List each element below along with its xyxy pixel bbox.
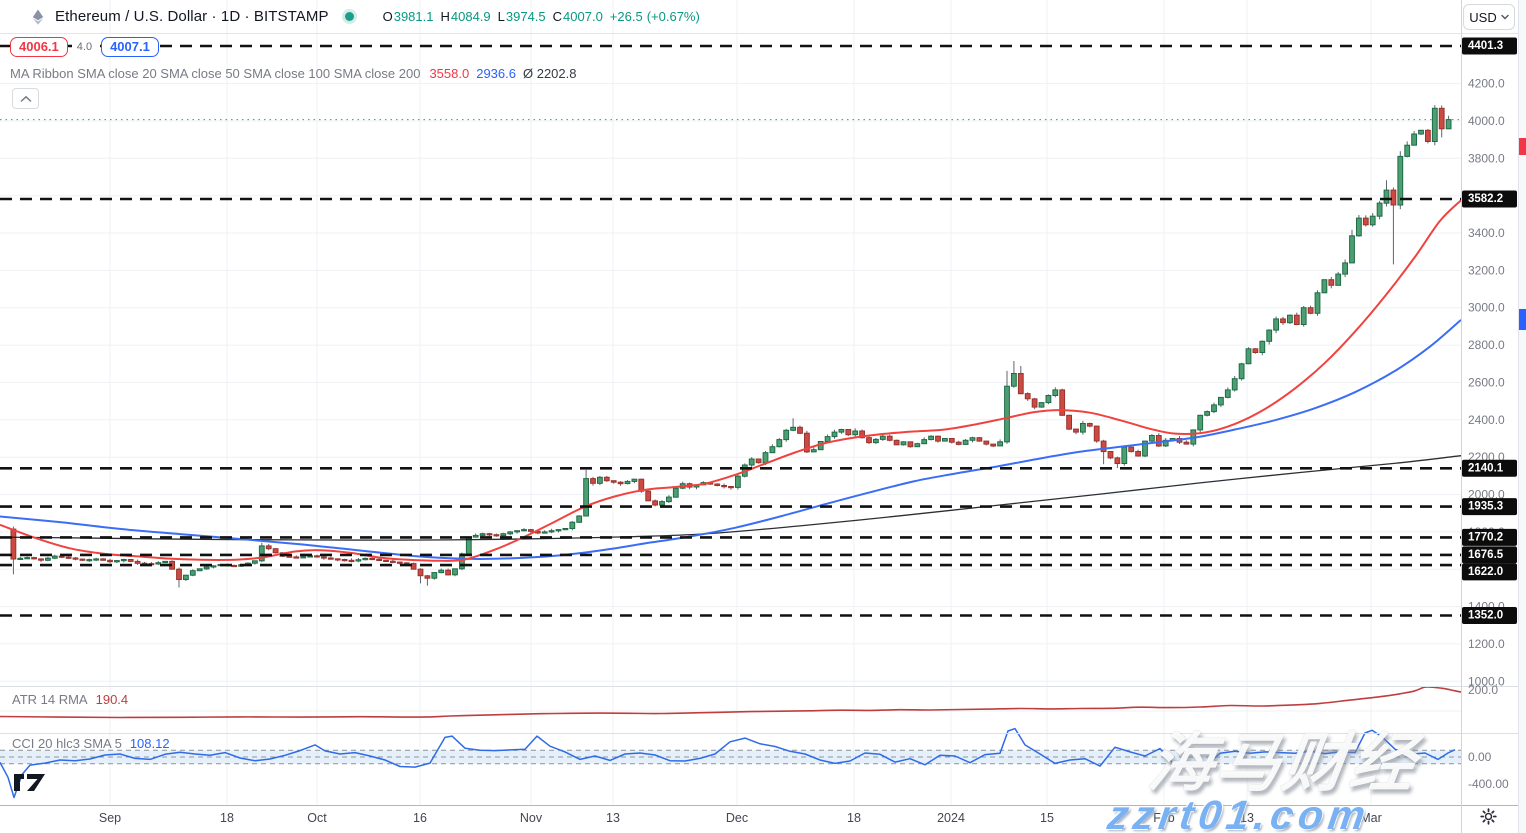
time-axis-label[interactable]: 13 [606,811,620,825]
edge-marker [1519,309,1526,330]
open-value: 3981.1 [393,9,434,24]
atr-tick-label: 200.0 [1468,683,1498,697]
svg-text:1352.0: 1352.0 [1468,610,1503,622]
svg-text:4401.3: 4401.3 [1468,40,1503,52]
time-axis-label[interactable]: Oct [307,811,327,825]
atr-line [0,686,1462,719]
time-axis-label[interactable]: 18 [220,811,234,825]
price-level-label[interactable]: 1622.0 [1462,563,1517,581]
price-tick-label: 3200.0 [1468,263,1505,277]
price-range-tool: 4006.1 4.0 4007.1 [10,36,159,57]
currency-selector[interactable]: USD [1463,4,1515,30]
cci-tick-label: -400.00 [1468,777,1509,791]
price-level-label[interactable]: 2140.1 [1462,459,1517,477]
price-level-label[interactable]: 3582.2 [1462,190,1517,208]
close-value: 4007.0 [563,9,603,24]
cci-line [0,727,1456,799]
change-percent: (+0.67%) [646,9,700,24]
high-value: 4084.9 [450,9,491,24]
time-axis-label[interactable]: 2024 [937,811,965,825]
atr-value: 190.4 [95,692,129,707]
time-axis-label[interactable]: Nov [520,811,543,825]
ma-ribbon-label: MA Ribbon SMA close 20 SMA close 50 SMA … [10,66,421,81]
time-axis-label[interactable]: 16 [413,811,427,825]
svg-text:1676.5: 1676.5 [1468,549,1504,561]
edge-marker [1519,138,1526,155]
price-level-label[interactable]: 4401.3 [1462,37,1517,55]
price-level-label[interactable]: 1935.3 [1462,498,1517,516]
time-axis-label[interactable]: Feb [1153,811,1175,825]
tradingview-logo[interactable] [13,770,47,799]
cci-label: CCI 20 hlc3 SMA 5 [12,736,122,751]
sma-slow-line [0,319,1462,560]
open-label: O [382,9,393,24]
price-tick-label: 2400.0 [1468,413,1505,427]
svg-text:3582.2: 3582.2 [1468,193,1503,205]
ethereum-icon [30,9,46,25]
price-tick-label: 4200.0 [1468,77,1505,91]
ma-ribbon-average-value: Ø 2202.8 [522,66,577,81]
ohlc-readout: O3981.1 H4084.9 L3974.5 C4007.0 +26.5 (+0.67%… [376,9,700,24]
tool-price-low[interactable]: 4006.1 [10,36,68,57]
settings-gear-icon[interactable] [1480,808,1497,830]
ma-ribbon-sma-fast-value: 3558.0 [429,66,470,81]
svg-text:2140.1: 2140.1 [1468,462,1504,474]
currency-label: USD [1469,9,1497,25]
price-tick-label: 1000.0 [1468,674,1505,688]
price-tick-label: 2000.0 [1468,488,1505,502]
time-axis-label[interactable]: Dec [726,811,748,825]
price-tick-label: 2600.0 [1468,375,1505,389]
chevron-down-icon [1501,14,1509,20]
atr-label: ATR 14 RMA [12,692,88,707]
cci-tick-label: 0.00 [1468,750,1492,764]
time-axis-label[interactable]: Sep [99,811,121,825]
low-label: L [497,9,505,24]
collapse-legend-button[interactable] [12,88,39,109]
market-status-dot[interactable] [341,9,357,24]
symbol-title[interactable]: Ethereum / U.S. Dollar · 1D · BITSTAMP [55,8,329,25]
cci-value: 108.12 [129,736,170,751]
svg-text:1935.3: 1935.3 [1468,501,1503,513]
time-axis-label[interactable]: 18 [847,811,861,825]
price-level-label[interactable]: 1352.0 [1462,607,1517,624]
tool-price-high[interactable]: 4007.1 [101,36,159,57]
cci-legend[interactable]: CCI 20 hlc3 SMA 5 108.12 [12,736,170,751]
time-axis-label[interactable]: 13 [1240,811,1254,825]
chart-header: Ethereum / U.S. Dollar · 1D · BITSTAMP O… [0,0,1460,33]
price-level-label[interactable]: 1676.5 [1462,546,1517,564]
time-axis-label[interactable]: 15 [1040,811,1054,825]
svg-text:1622.0: 1622.0 [1468,566,1503,578]
high-label: H [440,9,450,24]
ma-ribbon-sma-slow-value: 2936.6 [476,66,516,81]
atr-legend[interactable]: ATR 14 RMA 190.4 [12,692,128,707]
change-value: +26.5 [609,9,643,24]
low-value: 3974.5 [505,9,546,24]
tool-price-diff: 4.0 [73,40,96,53]
chevron-up-icon [20,95,31,102]
watermark-site-url: zzrt01.com [1104,792,1374,833]
watermark-site-name: 海马财经 [1144,727,1423,799]
price-level-label[interactable]: 1770.2 [1462,528,1517,546]
price-tick-label: 4000.0 [1468,114,1505,128]
close-label: C [552,9,563,24]
price-tick-label: 3400.0 [1468,226,1505,240]
price-tick-label: 3800.0 [1468,151,1505,165]
time-axis-label[interactable]: Mar [1360,811,1382,825]
svg-text:1770.2: 1770.2 [1468,531,1503,543]
price-tick-label: 2800.0 [1468,338,1505,352]
price-tick-label: 1200.0 [1468,637,1505,651]
ma-ribbon-legend[interactable]: MA Ribbon SMA close 20 SMA close 50 SMA … [10,66,576,81]
price-tick-label: 3000.0 [1468,301,1505,315]
